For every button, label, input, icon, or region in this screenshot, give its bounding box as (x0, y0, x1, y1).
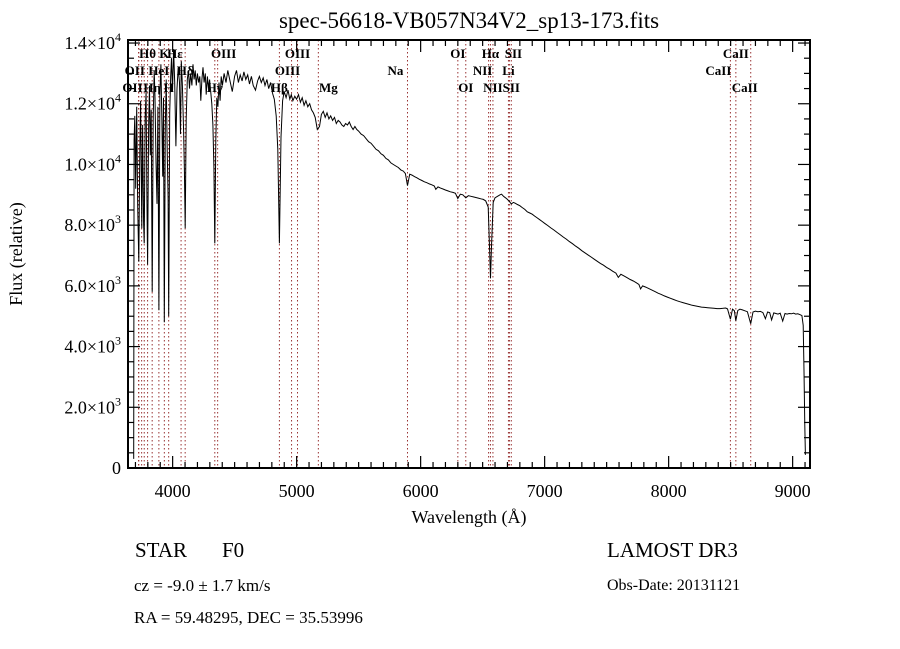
y-tick-label: 0 (112, 458, 121, 478)
line-label-OII: OII (122, 80, 142, 95)
line-label-HeI: HeI (148, 63, 169, 78)
y-tick-label: 8.0×103 (64, 212, 121, 235)
annotation-survey: LAMOST DR3 (607, 538, 738, 562)
annotation-cz: cz = -9.0 ± 1.7 km/s (134, 576, 270, 595)
x-axis-label: Wavelength (Å) (411, 507, 526, 528)
line-label-CaII: CaII (732, 80, 758, 95)
line-label-OIII: OIII (285, 46, 310, 61)
plot-frame (127, 39, 811, 469)
annotation-radec: RA = 59.48295, DEC = 35.53996 (134, 608, 363, 627)
line-label-Li: Li (502, 63, 515, 78)
y-tick-label: 1.0×104 (64, 151, 121, 174)
x-tick-label: 5000 (279, 481, 315, 501)
annotation-star-subclass: F0 (222, 538, 244, 562)
annotation-star-class: STAR (135, 538, 187, 562)
line-label-Mg: Mg (319, 80, 338, 95)
line-label-OI: OI (450, 46, 465, 61)
line-label-Na: Na (388, 63, 404, 78)
axes-and-ticks (127, 39, 811, 469)
spectrum-line (133, 49, 806, 459)
line-label-NII: NII (473, 63, 493, 78)
x-tick-label: 4000 (155, 481, 191, 501)
line-label-Hθ: Hθ (139, 46, 156, 61)
tick-labels: 4000 5000 6000 7000 8000 9000 0 2.0×103 4.0×103 6… (64, 30, 810, 501)
x-tick-label: 8000 (651, 481, 687, 501)
annotation-obs-date: Obs-Date: 20131121 (607, 577, 740, 594)
line-label-Hβ: Hβ (271, 80, 288, 95)
line-label-Hη: Hη (143, 80, 161, 95)
x-tick-label: 7000 (527, 481, 563, 501)
line-label-Hε: Hε (167, 46, 183, 61)
line-label-SII: SII (503, 80, 520, 95)
y-tick-label: 2.0×103 (64, 394, 121, 417)
line-label-SII: SII (505, 46, 522, 61)
spectral-line-markers (138, 40, 752, 468)
line-label-NII: NII (483, 80, 503, 95)
y-tick-label: 1.2×104 (64, 91, 121, 114)
line-label-K: K (159, 46, 170, 61)
line-label-Hα: Hα (482, 46, 500, 61)
line-label-H: H (164, 80, 174, 95)
line-label-OIII: OIII (211, 46, 236, 61)
line-label-OI: OI (458, 80, 473, 95)
x-tick-label: 9000 (775, 481, 811, 501)
line-label-OIII: OIII (275, 63, 300, 78)
line-label-CaII: CaII (723, 46, 749, 61)
spectrum-trace (133, 49, 806, 459)
y-tick-label: 4.0×103 (64, 334, 121, 357)
line-label-CaII: CaII (705, 63, 731, 78)
plot-title: spec-56618-VB057N34V2_sp13-173.fits (279, 8, 659, 33)
line-label-OII: OII (125, 63, 145, 78)
x-tick-label: 6000 (403, 481, 439, 501)
y-axis-label: Flux (relative) (6, 202, 27, 305)
y-tick-label: 1.4×104 (64, 30, 121, 53)
y-tick-label: 6.0×103 (64, 273, 121, 296)
